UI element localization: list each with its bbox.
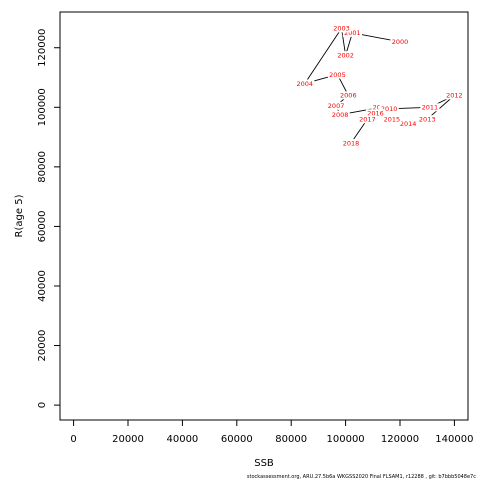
x-tick-label: 20000 xyxy=(112,434,144,445)
point-label-background xyxy=(398,119,418,128)
point-label-background xyxy=(420,103,440,112)
point-label-2015: 2015 xyxy=(384,116,401,124)
point-label-2003: 2003 xyxy=(333,25,350,33)
point-label-2004: 2004 xyxy=(297,80,314,88)
point-label-background xyxy=(341,139,361,148)
point-label-2016: 2016 xyxy=(367,110,384,118)
point-label-background xyxy=(331,24,352,33)
point-label-2005: 2005 xyxy=(329,71,346,79)
y-tick-label: 20000 xyxy=(37,330,48,362)
point-label-2018: 2018 xyxy=(343,139,360,147)
x-tick-label: 100000 xyxy=(327,434,365,445)
point-label-2014: 2014 xyxy=(400,120,417,128)
x-tick-label: 120000 xyxy=(381,434,419,445)
point-label-background xyxy=(342,28,362,37)
point-label-2010: 2010 xyxy=(381,105,398,113)
point-label-2007: 2007 xyxy=(328,102,345,110)
y-tick-label: 60000 xyxy=(37,211,48,243)
point-label-2001: 2001 xyxy=(344,29,361,37)
point-label-background xyxy=(338,91,358,100)
point-label-background xyxy=(444,91,464,100)
x-tick-label: 0 xyxy=(70,434,76,445)
series-layer: 2000200120022003200420052006200720082009… xyxy=(295,24,464,147)
y-tick-label: 80000 xyxy=(37,151,48,183)
plot-frame xyxy=(59,11,469,421)
y-tick-label: 40000 xyxy=(37,270,48,302)
point-label-background xyxy=(357,115,377,124)
point-label-background xyxy=(365,109,386,118)
point-label-background xyxy=(379,104,399,113)
point-label-2013: 2013 xyxy=(419,116,436,124)
point-label-background xyxy=(336,51,356,60)
trajectory-segment xyxy=(304,28,342,84)
point-label-background xyxy=(295,79,315,88)
footnote: stockassessment.org, ARU.27.5b6a WKGSS20… xyxy=(247,474,476,480)
x-tick-label: 140000 xyxy=(435,434,473,445)
x-tick-label: 60000 xyxy=(221,434,253,445)
point-label-background xyxy=(327,70,348,79)
x-tick-label: 40000 xyxy=(166,434,198,445)
point-label-background xyxy=(330,110,350,119)
point-label-background xyxy=(417,115,437,124)
point-label-2011: 2011 xyxy=(422,104,439,112)
point-label-2002: 2002 xyxy=(337,51,354,59)
y-tick-label: 100000 xyxy=(37,88,48,126)
point-label-2006: 2006 xyxy=(340,92,357,100)
point-label-background xyxy=(390,37,410,46)
x-axis: 0 20000 40000 60000 80000 100000 120000 140000 xyxy=(70,419,473,445)
y-axis: 0 20000 40000 60000 80000 100000 120000 xyxy=(37,29,61,408)
x-axis-title: SSB xyxy=(254,458,274,469)
trajectory-segment xyxy=(341,28,347,56)
y-tick-label: 120000 xyxy=(37,29,48,67)
point-label-2008: 2008 xyxy=(332,111,349,119)
point-label-background xyxy=(382,115,402,124)
point-label-2017: 2017 xyxy=(359,116,376,124)
point-label-2000: 2000 xyxy=(392,38,409,46)
y-axis-title: R(age 5) xyxy=(14,194,25,237)
y-tick-label: 0 xyxy=(37,402,48,408)
point-label-background xyxy=(326,101,346,110)
x-tick-label: 80000 xyxy=(275,434,307,445)
point-label-2012: 2012 xyxy=(446,92,463,100)
